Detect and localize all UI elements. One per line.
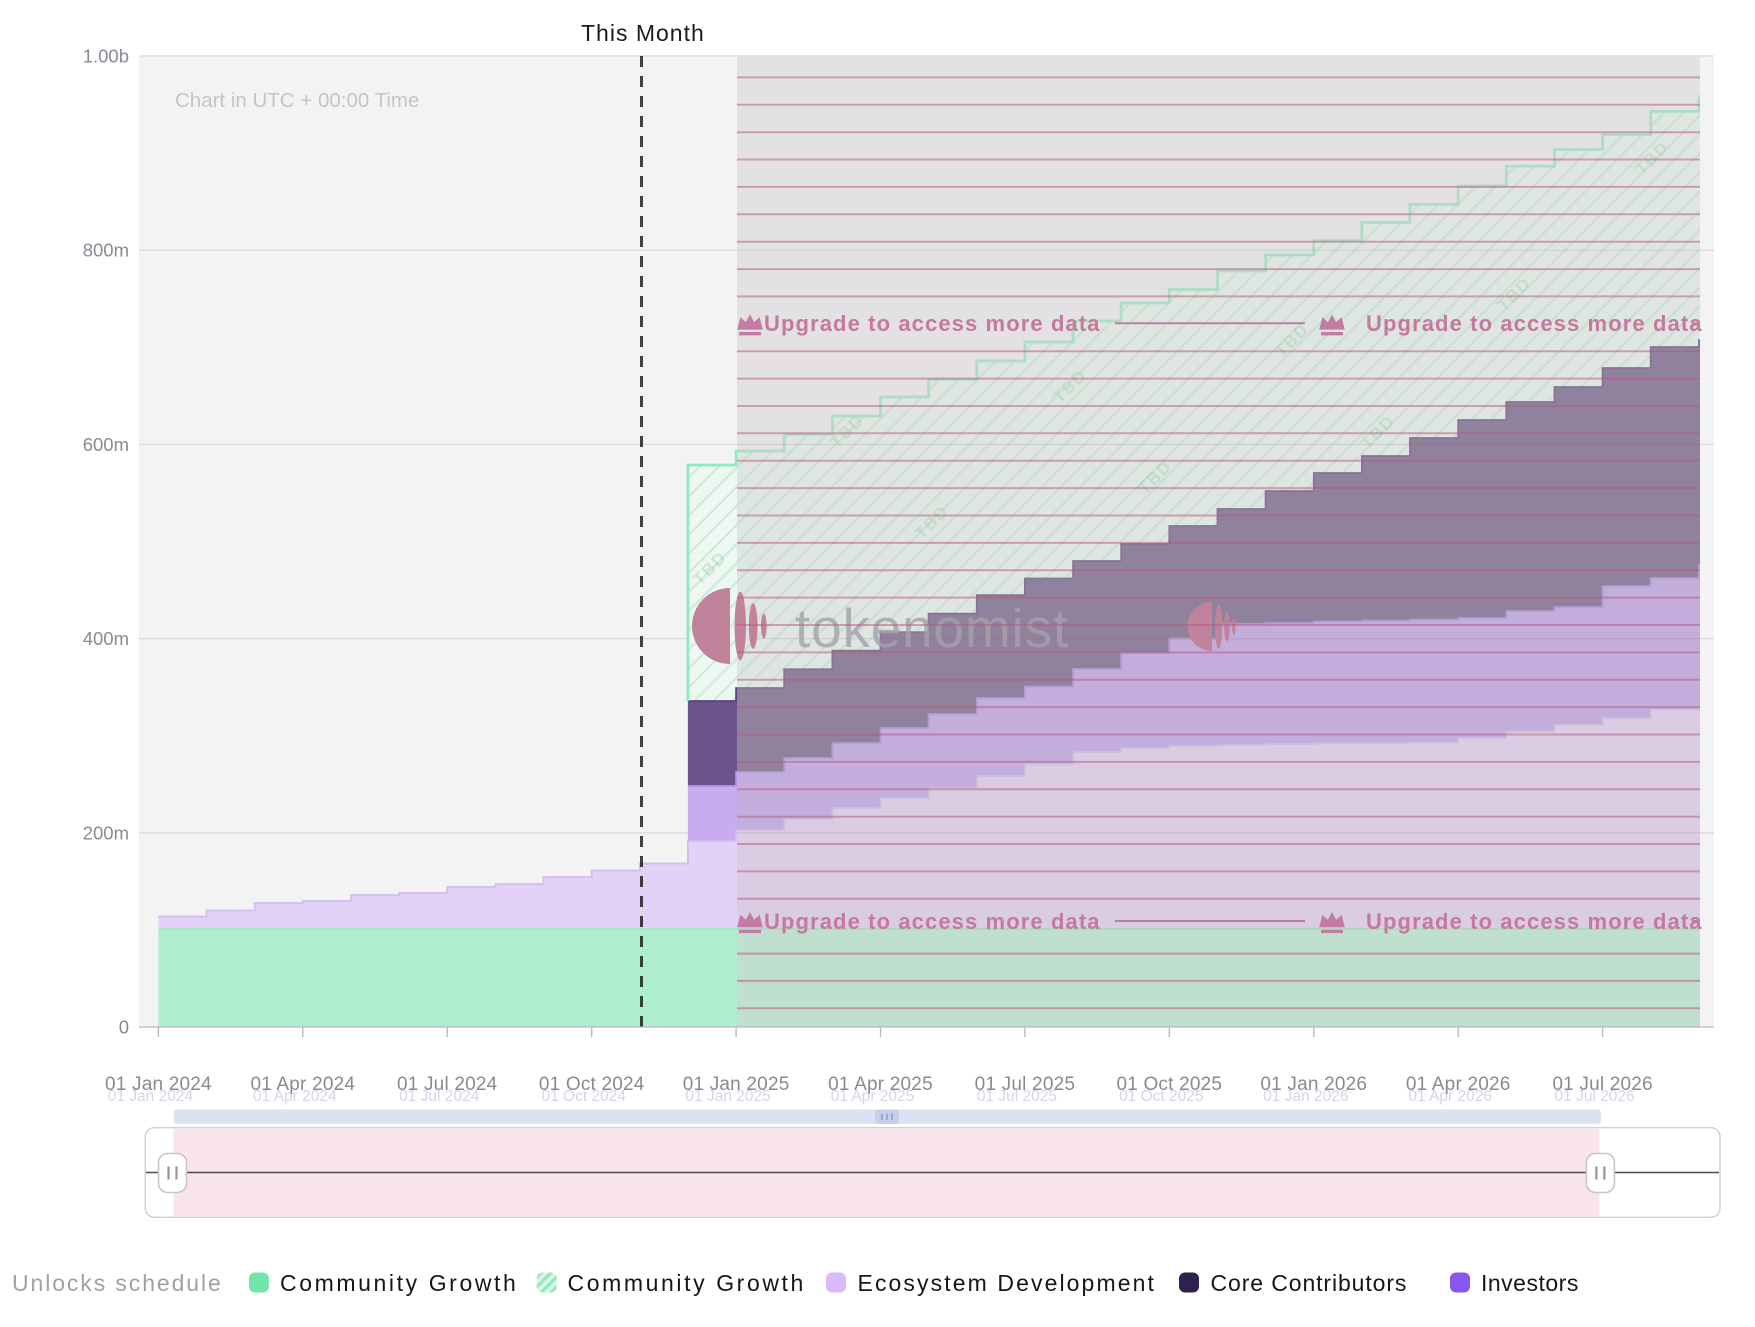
svg-text:0: 0 [119, 1017, 129, 1038]
svg-text:01 Oct 2024: 01 Oct 2024 [541, 1088, 626, 1105]
svg-text:01 Jan 2025: 01 Jan 2025 [683, 1074, 790, 1095]
svg-text:Core Contributors: Core Contributors [1211, 1270, 1408, 1296]
svg-text:This Month: This Month [581, 20, 705, 46]
svg-text:01 Oct 2024: 01 Oct 2024 [539, 1074, 645, 1095]
svg-text:01 Oct 2025: 01 Oct 2025 [1119, 1088, 1203, 1105]
svg-text:01 Apr 2025: 01 Apr 2025 [828, 1074, 933, 1095]
svg-text:01 Jul 2025: 01 Jul 2025 [975, 1074, 1075, 1095]
svg-text:01 Apr 2026: 01 Apr 2026 [1408, 1088, 1492, 1105]
svg-text:01 Apr 2025: 01 Apr 2025 [831, 1088, 915, 1105]
svg-text:800m: 800m [83, 240, 129, 261]
svg-text:01 Jan 2026: 01 Jan 2026 [1263, 1088, 1348, 1105]
svg-text:600m: 600m [83, 434, 129, 455]
svg-text:01 Apr 2026: 01 Apr 2026 [1406, 1074, 1511, 1095]
svg-text:01 Apr 2024: 01 Apr 2024 [250, 1074, 355, 1095]
svg-text:01 Jan 2024: 01 Jan 2024 [105, 1074, 212, 1095]
svg-text:Investors: Investors [1481, 1270, 1579, 1296]
svg-text:Chart in UTC + 00:00 Time: Chart in UTC + 00:00 Time [175, 89, 419, 112]
svg-text:01 Jan 2024: 01 Jan 2024 [108, 1088, 194, 1105]
svg-text:01 Jul 2026: 01 Jul 2026 [1555, 1088, 1635, 1105]
svg-text:01 Jan 2025: 01 Jan 2025 [685, 1088, 770, 1105]
svg-text:01 Jul 2026: 01 Jul 2026 [1552, 1074, 1652, 1095]
svg-text:01 Jul 2024: 01 Jul 2024 [397, 1074, 498, 1095]
svg-text:Community Growth: Community Growth [568, 1270, 806, 1296]
svg-text:01 Jan 2026: 01 Jan 2026 [1260, 1074, 1367, 1095]
svg-text:01 Jul 2024: 01 Jul 2024 [399, 1088, 480, 1105]
svg-text:200m: 200m [83, 822, 129, 843]
svg-text:tokenomist: tokenomist [795, 597, 1069, 659]
svg-text:01 Apr 2024: 01 Apr 2024 [253, 1088, 337, 1105]
svg-text:Community Growth: Community Growth [280, 1270, 518, 1296]
svg-text:Upgrade to access more data: Upgrade to access more data [764, 311, 1101, 336]
svg-text:1.00b: 1.00b [83, 46, 129, 67]
svg-text:Upgrade to access more data: Upgrade to access more data [764, 909, 1101, 934]
svg-text:Upgrade to access more data: Upgrade to access more data [1366, 311, 1703, 336]
svg-text:Unlocks schedule: Unlocks schedule [12, 1270, 223, 1296]
svg-text:01 Oct 2025: 01 Oct 2025 [1116, 1074, 1222, 1095]
svg-text:Upgrade to access more data: Upgrade to access more data [1366, 909, 1703, 934]
svg-text:Ecosystem Development: Ecosystem Development [858, 1270, 1156, 1296]
svg-text:400m: 400m [83, 628, 129, 649]
svg-text:01 Jul 2025: 01 Jul 2025 [977, 1088, 1057, 1105]
